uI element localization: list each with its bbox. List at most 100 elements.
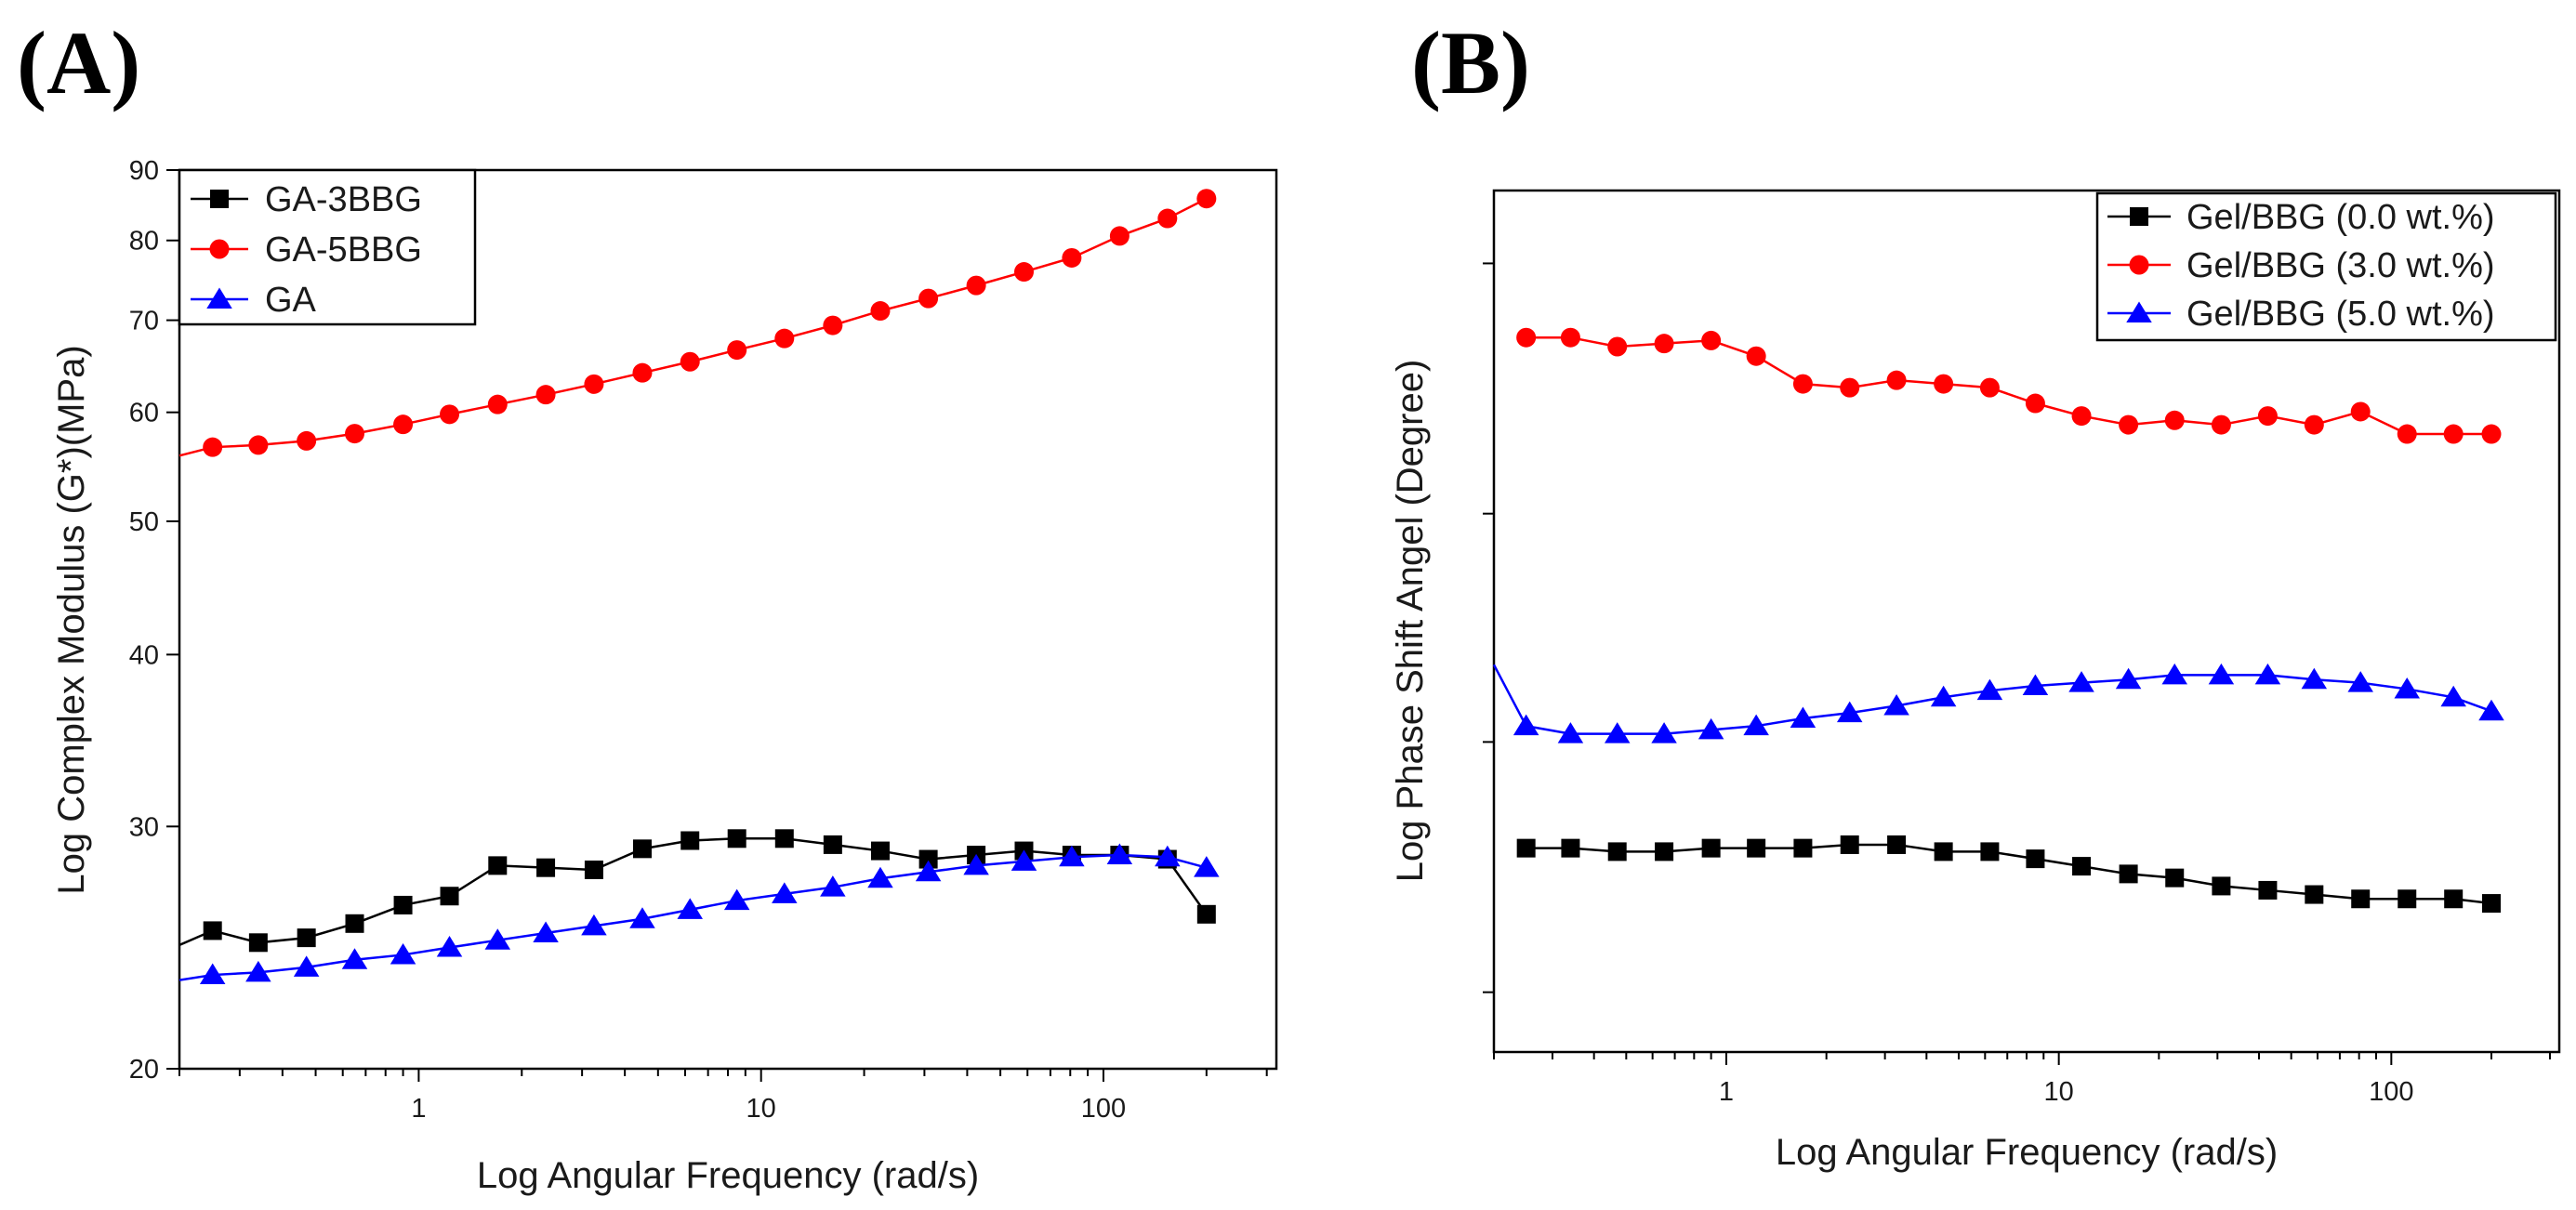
panel-a-series-0 [178, 829, 1216, 953]
panel-b-data-point [2254, 663, 2281, 685]
panel-a-data-point [823, 315, 843, 335]
panel-a-y-tick-label: 70 [129, 307, 159, 336]
panel-a-data-point [484, 928, 511, 950]
panel-a-data-point [584, 860, 603, 879]
panel-a-data-point [584, 374, 604, 394]
panel-a-data-point [245, 960, 271, 982]
panel-b-data-point [2398, 889, 2417, 909]
panel-a-series-2 [178, 843, 1220, 985]
panel-b-data-point [2026, 849, 2045, 869]
panel-b-data-point [1793, 838, 1813, 858]
panel-b-series-2 [1492, 663, 2504, 743]
panel-a-data-point [293, 955, 320, 977]
panel-a-data-point [677, 898, 703, 919]
panel-b-data-point [1655, 842, 1674, 861]
panel-b-data-point [1792, 374, 1813, 394]
panel-b-legend-label: Gel/BBG (3.0 wt.%) [2186, 246, 2495, 285]
panel-b-data-point [2351, 889, 2371, 909]
panel-a-data-point [772, 882, 798, 903]
panel-b-series-0 [1516, 835, 2501, 914]
panel-a-data-point [1109, 226, 1129, 246]
panel-b-data-point [1840, 835, 1859, 854]
panel-b-data-point [1698, 717, 1724, 740]
panel-a-y-tick-label: 80 [129, 227, 159, 256]
panel-a-chart: (A) 1 10 100 20 30 40 50 60 70 80 90 Log Angular F… [17, 13, 1278, 1196]
panel-a-data-point [488, 856, 508, 875]
panel-a-x-tick-label: 1 [411, 1094, 426, 1124]
panel-b-data-point [1516, 327, 1537, 348]
panel-a-legend-label: GA-3BBG [265, 180, 422, 219]
panel-a-data-point [1194, 856, 1220, 877]
panel-b-data-point [2208, 663, 2235, 685]
panel-a-series-line [178, 837, 1208, 947]
panel-a-data-point [390, 942, 416, 965]
panel-a-data-point [297, 430, 317, 451]
panel-b-data-point [1790, 706, 1816, 729]
panel-b-data-point [1561, 838, 1580, 858]
panel-a-data-point [680, 351, 700, 372]
panel-b-legend-label: Gel/BBG (0.0 wt.%) [2186, 198, 2495, 237]
panel-a-data-point [632, 362, 653, 383]
panel-b-data-point [2115, 667, 2142, 690]
panel-a-data-point [774, 328, 795, 349]
panel-a-data-point [1196, 904, 1216, 924]
panel-a-data-point [918, 849, 938, 869]
panel-a-data-point [536, 858, 556, 877]
panel-b-data-point [1701, 838, 1721, 858]
panel-b-data-point [1840, 377, 1860, 398]
panel-b-data-point [1934, 374, 1954, 394]
panel-a-data-point [199, 963, 226, 985]
panel-b-data-point [1513, 714, 1539, 736]
panel-b-data-point [1607, 336, 1628, 357]
panel-b-legend-marker [2126, 301, 2152, 322]
panel-a-x-tick-label: 100 [1081, 1094, 1126, 1124]
panel-b-data-point [1930, 685, 1957, 707]
panel-b-data-point [1836, 701, 1863, 723]
panel-b-data-point [2072, 857, 2092, 876]
panel-a-data-point [680, 831, 700, 850]
panel-b-data-point [1651, 722, 1677, 743]
panel-b-data-point [2212, 876, 2231, 896]
panel-a-legend-marker [209, 239, 230, 259]
panel-a-data-point [436, 936, 463, 957]
panel-b-data-point [1887, 835, 1907, 854]
panel-b-data-point [2440, 685, 2466, 707]
panel-b-data-point [1883, 693, 1909, 716]
panel-a-data-point [203, 437, 223, 457]
panel-a-series [178, 189, 1220, 985]
panel-a-data-point [723, 888, 750, 911]
panel-b-data-point [2258, 880, 2278, 900]
panel-b-data-point [1743, 714, 1769, 736]
panel-b-data-point [2444, 889, 2464, 909]
panel-a-data-point [248, 435, 269, 455]
panel-a-data-point [341, 948, 368, 969]
panel-a-data-point [581, 914, 607, 936]
panel-a-data-point [393, 414, 414, 435]
panel-b-data-point [2397, 424, 2417, 444]
panel-b-data-point [2304, 414, 2324, 435]
panel-b-series-1 [1516, 327, 2502, 444]
panel-b-series-line [1526, 335, 2491, 436]
panel-b-data-point [2165, 868, 2185, 888]
panel-b-data-point [1979, 377, 2000, 398]
panel-a-data-point [535, 385, 556, 405]
panel-b-x-tick-label: 100 [2369, 1077, 2413, 1107]
panel-a-data-point [1011, 849, 1037, 871]
panel-b-series [1492, 327, 2504, 914]
panel-b-x-tick-label: 10 [2044, 1077, 2074, 1107]
panel-a-data-point [487, 394, 508, 414]
panel-b-data-point [1701, 330, 1722, 350]
panel-b-data-point [1560, 327, 1580, 348]
panel-a-data-point [867, 866, 893, 888]
panel-a-data-point [966, 275, 986, 296]
panel-b-data-point [2481, 424, 2502, 444]
panel-b-data-point [2119, 414, 2139, 435]
panel-a-data-point [823, 835, 842, 854]
panel-a-legend-marker [210, 190, 229, 208]
panel-b-data-point [1886, 370, 1907, 390]
panel-b-data-point [2257, 406, 2278, 427]
panel-b-legend-label: Gel/BBG (5.0 wt.%) [2186, 295, 2495, 334]
panel-b-data-point [2161, 663, 2187, 685]
panel-a-data-point [632, 839, 652, 859]
